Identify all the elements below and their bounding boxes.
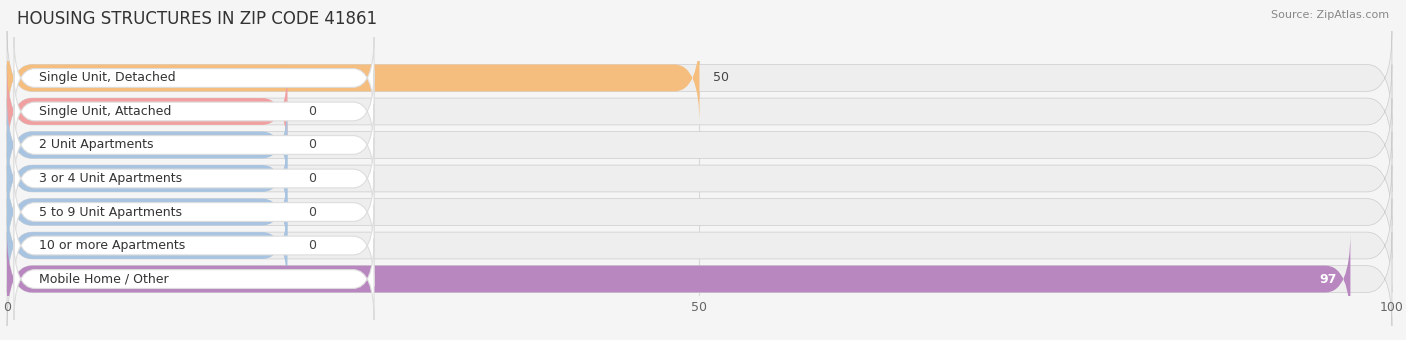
FancyBboxPatch shape xyxy=(7,199,1392,292)
FancyBboxPatch shape xyxy=(7,199,287,292)
Text: 0: 0 xyxy=(308,105,316,118)
Text: HOUSING STRUCTURES IN ZIP CODE 41861: HOUSING STRUCTURES IN ZIP CODE 41861 xyxy=(17,10,377,28)
Text: 0: 0 xyxy=(308,239,316,252)
FancyBboxPatch shape xyxy=(7,65,1392,158)
FancyBboxPatch shape xyxy=(14,205,374,286)
Text: 2 Unit Apartments: 2 Unit Apartments xyxy=(39,138,153,152)
Text: 10 or more Apartments: 10 or more Apartments xyxy=(39,239,186,252)
FancyBboxPatch shape xyxy=(14,238,374,320)
Text: Mobile Home / Other: Mobile Home / Other xyxy=(39,273,169,286)
FancyBboxPatch shape xyxy=(7,165,1392,259)
FancyBboxPatch shape xyxy=(7,98,1392,192)
Text: 50: 50 xyxy=(713,71,730,84)
Text: 0: 0 xyxy=(308,205,316,219)
FancyBboxPatch shape xyxy=(7,165,287,259)
FancyBboxPatch shape xyxy=(7,31,1392,125)
Text: Source: ZipAtlas.com: Source: ZipAtlas.com xyxy=(1271,10,1389,20)
FancyBboxPatch shape xyxy=(7,132,287,225)
FancyBboxPatch shape xyxy=(7,132,1392,225)
FancyBboxPatch shape xyxy=(14,104,374,186)
FancyBboxPatch shape xyxy=(14,71,374,152)
Text: Single Unit, Detached: Single Unit, Detached xyxy=(39,71,176,84)
FancyBboxPatch shape xyxy=(7,65,287,158)
Text: 5 to 9 Unit Apartments: 5 to 9 Unit Apartments xyxy=(39,205,181,219)
Text: 0: 0 xyxy=(308,172,316,185)
FancyBboxPatch shape xyxy=(7,232,1392,326)
Text: 3 or 4 Unit Apartments: 3 or 4 Unit Apartments xyxy=(39,172,181,185)
Text: Single Unit, Attached: Single Unit, Attached xyxy=(39,105,172,118)
FancyBboxPatch shape xyxy=(14,171,374,253)
FancyBboxPatch shape xyxy=(7,31,700,125)
FancyBboxPatch shape xyxy=(7,232,1350,326)
Text: 97: 97 xyxy=(1319,273,1337,286)
FancyBboxPatch shape xyxy=(7,98,287,192)
Text: 0: 0 xyxy=(308,138,316,152)
FancyBboxPatch shape xyxy=(14,37,374,119)
FancyBboxPatch shape xyxy=(14,138,374,219)
